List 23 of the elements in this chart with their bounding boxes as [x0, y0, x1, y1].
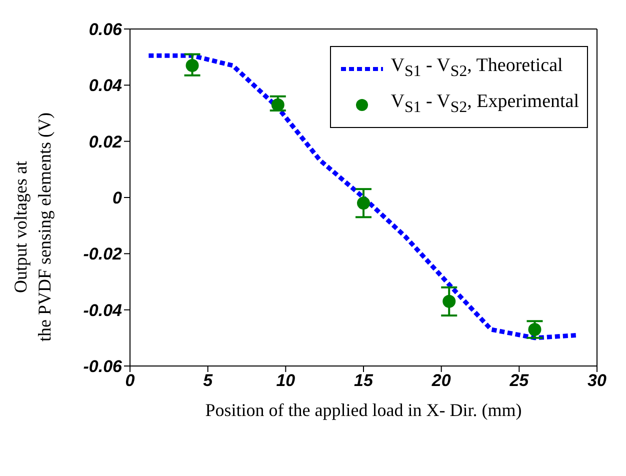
y-tick-label: 0.06: [88, 20, 123, 40]
x-axis-title: Position of the applied load in X- Dir. (mm): [205, 400, 522, 420]
point: [186, 59, 199, 72]
legend-label: V$_{S1}$ - V$_{S2}$, Theoretical: [390, 54, 563, 82]
x-tick-label: 30: [588, 371, 607, 390]
point: [442, 294, 456, 308]
point: [528, 322, 542, 336]
y-tick-label: 0: [112, 188, 123, 208]
y-tick-label: -0.04: [83, 300, 123, 320]
y-tick-label: 0.02: [88, 132, 123, 152]
y-axis-title: Output voltages at the PVDF sensing elements (V): [9, 112, 56, 342]
y-tick-label: -0.06: [83, 357, 123, 376]
x-tick-label: 15: [354, 371, 374, 390]
x-tick-label: 10: [276, 371, 296, 390]
point: [357, 196, 370, 210]
y-tick-label: 0.04: [88, 76, 123, 96]
legend-label: V$_{S1}$ - V$_{S2}$, Experimental: [390, 90, 579, 118]
point: [271, 98, 284, 112]
x-tick-label: 25: [508, 371, 530, 390]
x-tick-label: 0: [125, 371, 136, 390]
y-tick-label: -0.02: [83, 244, 123, 264]
x-tick-label: 20: [430, 371, 452, 390]
x-tick-label: 5: [203, 371, 214, 390]
